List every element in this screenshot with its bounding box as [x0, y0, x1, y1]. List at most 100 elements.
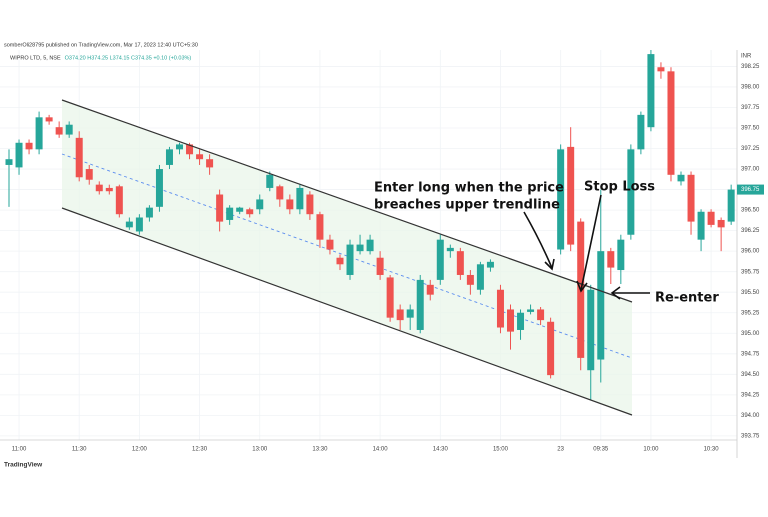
candle-body	[587, 289, 595, 371]
candle-body	[617, 239, 625, 271]
candle-body	[687, 174, 695, 222]
candle-body	[547, 321, 555, 376]
y-tick-label: 395.50	[741, 290, 760, 296]
candle-body	[567, 146, 575, 245]
candle-body	[276, 186, 284, 200]
annotation: breaches upper trendline	[374, 198, 560, 213]
candle-body	[5, 159, 13, 165]
footer-logo: TradingView	[4, 462, 43, 469]
channel-lower	[61, 207, 633, 416]
candle-body	[326, 239, 334, 250]
candle-body	[296, 187, 304, 210]
candle-body	[557, 149, 565, 250]
candle-body	[496, 289, 504, 328]
y-tick-label: 394.50	[741, 372, 760, 378]
candle-body	[55, 127, 63, 135]
annotation: Stop Loss	[584, 180, 655, 195]
candle-body	[115, 186, 123, 215]
arrow-head	[576, 280, 588, 293]
candle-body	[456, 251, 464, 275]
candle-body	[165, 149, 173, 165]
candle-body	[537, 309, 545, 321]
candle-body	[286, 199, 294, 210]
candle-body	[266, 174, 274, 188]
y-tick-label: 395.00	[741, 331, 760, 337]
y-tick-label: 395.25	[741, 310, 760, 316]
y-tick-label: 397.00	[741, 167, 760, 173]
y-tick-label: 398.00	[741, 85, 760, 91]
x-tick-label: 13:30	[312, 447, 328, 453]
candle-body	[336, 257, 344, 265]
published-note: somberOli28795 published on TradingView.…	[4, 42, 198, 48]
x-tick-label: 10:00	[643, 447, 659, 453]
candle-body	[466, 274, 474, 285]
candle-body	[306, 194, 314, 215]
y-tick-label: 394.75	[741, 351, 760, 357]
y-tick-label: 395.75	[741, 269, 760, 275]
candle-body	[75, 137, 83, 178]
last-price-box	[737, 184, 764, 195]
candle-body	[717, 219, 725, 228]
x-tick-label: 11:30	[72, 447, 87, 453]
y-tick-label: 396.00	[741, 249, 760, 255]
symbol: WIPRO LTD, 5, NSE	[10, 55, 61, 61]
ohlc-readout: O374.20 H374.25 L374.15 C374.35 +0.10 (+…	[65, 55, 192, 61]
candle-body	[346, 244, 354, 275]
y-tick-label: 396.50	[741, 208, 760, 214]
candle-body	[667, 71, 675, 175]
candle-body	[176, 144, 184, 150]
candle-body	[517, 312, 525, 330]
x-tick-label: 15:00	[493, 447, 509, 453]
candle-body	[85, 169, 93, 180]
arrow	[580, 194, 602, 291]
candle-body	[226, 207, 234, 220]
x-tick-label: 13:00	[252, 447, 268, 453]
last-price-label: 396.75	[741, 187, 760, 193]
candle-body	[406, 309, 414, 318]
candle-body	[105, 187, 113, 192]
candle-body	[256, 199, 264, 210]
annotation: Enter long when the price	[374, 181, 564, 196]
y-tick-label: 394.25	[741, 392, 760, 398]
candles	[5, 50, 735, 400]
candle-body	[527, 309, 535, 312]
candle-body	[396, 309, 404, 321]
candle-body	[366, 239, 374, 252]
candle-body	[647, 54, 655, 128]
candle-body	[65, 124, 73, 135]
currency: INR	[741, 54, 752, 60]
candle-body	[186, 144, 194, 155]
arrows	[523, 194, 650, 300]
y-tick-label: 397.75	[741, 105, 760, 111]
x-tick-label: 09:35	[593, 447, 609, 453]
candle-body	[95, 184, 103, 192]
x-tick-label: 11:00	[12, 447, 27, 453]
candle-body	[386, 277, 394, 318]
y-tick-label: 397.25	[741, 146, 760, 152]
candle-body	[25, 142, 33, 150]
candle-body	[446, 247, 454, 252]
y-tick-label: 393.75	[741, 433, 760, 439]
candle-body	[35, 117, 43, 150]
arrow	[523, 211, 553, 269]
candle-body	[607, 251, 615, 268]
candle-body	[45, 117, 53, 122]
x-tick-label: 10:30	[704, 447, 720, 453]
candle-body	[316, 214, 324, 240]
candle-body	[376, 257, 384, 275]
candle-body	[196, 154, 204, 160]
candle-body	[15, 142, 23, 168]
candle-body	[697, 211, 705, 240]
candle-body	[236, 207, 244, 212]
candle-body	[677, 174, 685, 182]
candle-body	[356, 244, 364, 252]
channel-upper	[61, 99, 633, 303]
x-tick-label: 12:30	[192, 447, 208, 453]
y-tick-label: 394.00	[741, 413, 760, 419]
arrow-head	[610, 286, 621, 300]
candle-body	[627, 149, 635, 235]
x-tick-label: 12:00	[132, 447, 148, 453]
candle-body	[416, 279, 424, 330]
candle-body	[426, 284, 434, 295]
